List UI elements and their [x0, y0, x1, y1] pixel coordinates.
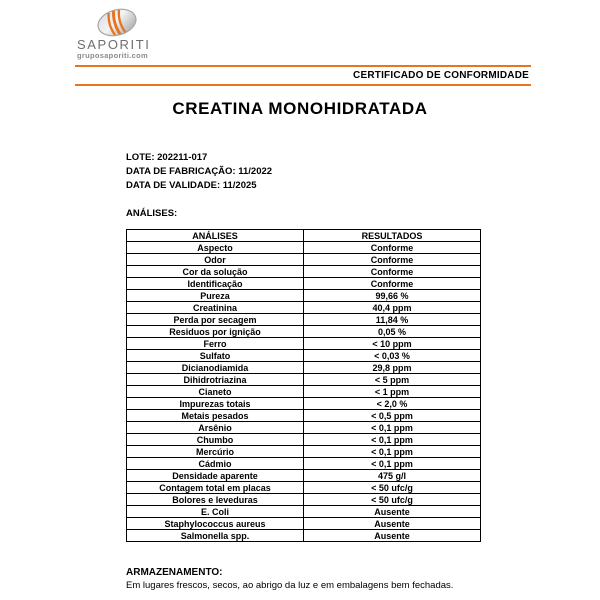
- storage-section: ARMAZENAMENTO: Em lugares frescos, secos…: [126, 566, 453, 593]
- analysis-name: Mercúrio: [126, 445, 304, 458]
- analysis-name: Creatinina: [126, 301, 304, 314]
- table-row: Metais pesados < 0,5 ppm: [126, 409, 481, 422]
- table-row: Creatinina 40,4 ppm: [126, 301, 481, 314]
- expiry-date: DATA DE VALIDADE: 11/2025: [126, 180, 257, 191]
- analysis-name: Cor da solução: [126, 265, 304, 278]
- table-row: Salmonella spp. Ausente: [126, 529, 481, 542]
- analysis-result: < 0,1 ppm: [303, 445, 481, 458]
- analysis-name: Aspecto: [126, 241, 304, 254]
- analysis-name: Dihidrotriazina: [126, 373, 304, 386]
- analysis-result: < 1 ppm: [303, 385, 481, 398]
- table-row: Sulfato < 0,03 %: [126, 349, 481, 362]
- analyses-results-table: ANÁLISES RESULTADOS Aspecto Conforme Odor…: [126, 229, 481, 542]
- analysis-name: Identificação: [126, 277, 304, 290]
- table-row: Cádmio < 0,1 ppm: [126, 457, 481, 470]
- analysis-name: Sulfato: [126, 349, 304, 362]
- analysis-name: Densidade aparente: [126, 469, 304, 482]
- analyses-section-label: ANÁLISES:: [126, 208, 178, 219]
- analysis-name: Ferro: [126, 337, 304, 350]
- table-row: Dihidrotriazina < 5 ppm: [126, 373, 481, 386]
- table-row: E. Coli Ausente: [126, 505, 481, 518]
- analysis-result: Conforme: [303, 265, 481, 278]
- analysis-name: Metais pesados: [126, 409, 304, 422]
- logo-website: gruposaporiti.com: [77, 51, 148, 60]
- analysis-result: 11,84 %: [303, 313, 481, 326]
- table-row: Identificação Conforme: [126, 277, 481, 290]
- table-row: Cor da solução Conforme: [126, 265, 481, 278]
- analysis-name: Staphylococcus aureus: [126, 517, 304, 530]
- analysis-name: Odor: [126, 253, 304, 266]
- analysis-result: 29,8 ppm: [303, 361, 481, 374]
- table-header-row: ANÁLISES RESULTADOS: [126, 229, 481, 242]
- table-row: Staphylococcus aureus Ausente: [126, 517, 481, 530]
- analysis-result: Ausente: [303, 517, 481, 530]
- analysis-result: < 10 ppm: [303, 337, 481, 350]
- analysis-name: Contagem total em placas: [126, 481, 304, 494]
- table-row: Cianeto < 1 ppm: [126, 385, 481, 398]
- analysis-result: < 0,1 ppm: [303, 457, 481, 470]
- table-row: Contagem total em placas < 50 ufc/g: [126, 481, 481, 494]
- table-row: Impurezas totais < 2,0 %: [126, 397, 481, 410]
- analysis-result: 99,66 %: [303, 289, 481, 302]
- certificate-type-label: CERTIFICADO DE CONFORMIDADE: [353, 70, 529, 81]
- analysis-name: Bolores e leveduras: [126, 493, 304, 506]
- bottom-divider-line: [75, 84, 531, 86]
- table-row: Dicianodiamida 29,8 ppm: [126, 361, 481, 374]
- table-row: Aspecto Conforme: [126, 241, 481, 254]
- analysis-name: Residuos por ignição: [126, 325, 304, 338]
- analysis-name: Cianeto: [126, 385, 304, 398]
- table-row: Ferro < 10 ppm: [126, 337, 481, 350]
- product-title: CREATINA MONOHIDRATADA: [172, 99, 428, 118]
- analysis-result: Ausente: [303, 529, 481, 542]
- analysis-result: < 0,03 %: [303, 349, 481, 362]
- table-row: Arsênio < 0,1 ppm: [126, 421, 481, 434]
- analysis-name: Impurezas totais: [126, 397, 304, 410]
- top-divider-line: [75, 65, 531, 67]
- table-row: Odor Conforme: [126, 253, 481, 266]
- analysis-result: < 0,1 ppm: [303, 433, 481, 446]
- analysis-name: Salmonella spp.: [126, 529, 304, 542]
- analysis-name: Pureza: [126, 289, 304, 302]
- analysis-result: 0,05 %: [303, 325, 481, 338]
- analysis-result: Conforme: [303, 277, 481, 290]
- analysis-name: Chumbo: [126, 433, 304, 446]
- table-row: Densidade aparente 475 g/l: [126, 469, 481, 482]
- analysis-result: 475 g/l: [303, 469, 481, 482]
- analysis-result: < 0,1 ppm: [303, 421, 481, 434]
- manufacture-date: DATA DE FABRICAÇÃO: 11/2022: [126, 166, 273, 177]
- analysis-result: < 50 ufc/g: [303, 481, 481, 494]
- analysis-name: Dicianodiamida: [126, 361, 304, 374]
- analysis-result: < 2,0 %: [303, 397, 481, 410]
- logo-company-name: SAPORITI: [77, 37, 151, 52]
- lot-number: LOTE: 202211-017: [126, 152, 208, 163]
- analysis-name: Arsênio: [126, 421, 304, 434]
- table-row: Chumbo < 0,1 ppm: [126, 433, 481, 446]
- analysis-name: E. Coli: [126, 505, 304, 518]
- analysis-result: Conforme: [303, 253, 481, 266]
- column-header-results: RESULTADOS: [303, 229, 481, 242]
- analysis-result: 40,4 ppm: [303, 301, 481, 314]
- batch-info: LOTE: 202211-017 DATA DE FABRICAÇÃO: 11/…: [126, 151, 272, 193]
- table-row: Bolores e leveduras < 50 ufc/g: [126, 493, 481, 506]
- saporiti-sphere-icon: [97, 8, 137, 37]
- analysis-result: < 50 ufc/g: [303, 493, 481, 506]
- analysis-result: Ausente: [303, 505, 481, 518]
- analysis-result: < 0,5 ppm: [303, 409, 481, 422]
- table-row: Mercúrio < 0,1 ppm: [126, 445, 481, 458]
- table-row: Residuos por ignição 0,05 %: [126, 325, 481, 338]
- analysis-name: Cádmio: [126, 457, 304, 470]
- table-row: Pureza 99,66 %: [126, 289, 481, 302]
- analysis-name: Perda por secagem: [126, 313, 304, 326]
- analysis-result: < 5 ppm: [303, 373, 481, 386]
- table-row: Perda por secagem 11,84 %: [126, 313, 481, 326]
- storage-instructions: Em lugares frescos, secos, ao abrigo da …: [126, 580, 454, 591]
- analysis-result: Conforme: [303, 241, 481, 254]
- column-header-analyses: ANÁLISES: [126, 229, 304, 242]
- storage-section-label: ARMAZENAMENTO:: [126, 567, 223, 578]
